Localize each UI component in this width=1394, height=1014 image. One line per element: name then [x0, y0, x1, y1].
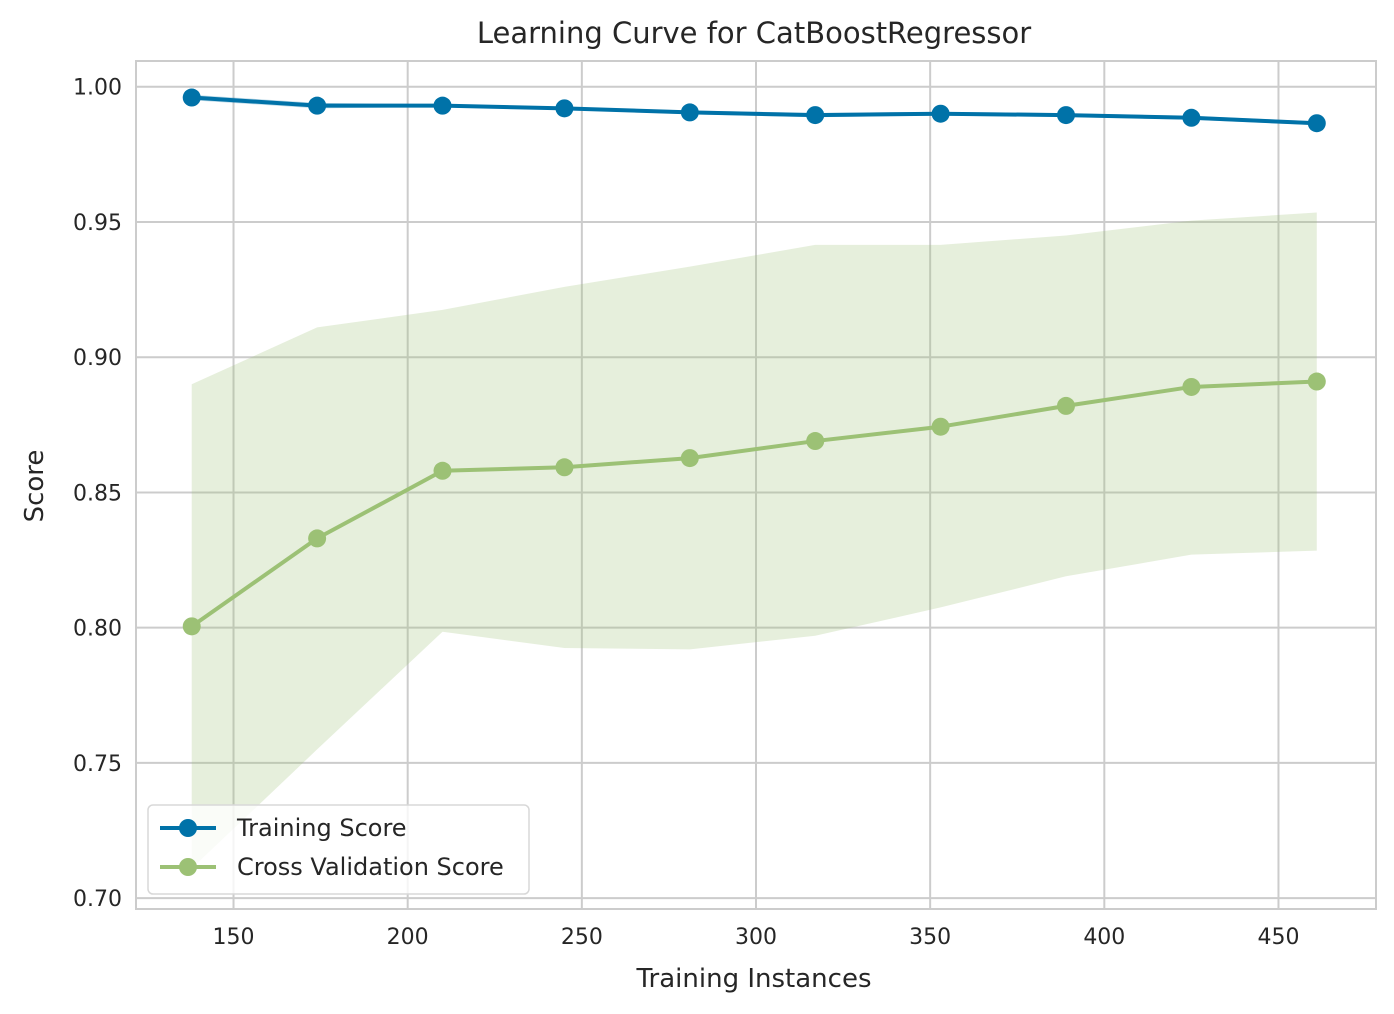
- line-series-0: [191, 95, 1317, 126]
- legend-box: [147, 804, 530, 895]
- point-series-1: [806, 432, 825, 451]
- x-tick-label: 350: [909, 925, 951, 950]
- band-series-1: [191, 212, 1317, 869]
- point-series-0: [931, 104, 950, 123]
- y-axis-label: Score: [20, 450, 50, 523]
- x-tick-label: 200: [387, 925, 429, 950]
- point-series-1: [555, 458, 574, 477]
- point-series-0: [308, 96, 327, 115]
- band-series-0: [191, 94, 1317, 126]
- legend-marker: [179, 819, 197, 837]
- point-series-1: [680, 449, 699, 468]
- y-tick-label: 0.95: [73, 211, 122, 236]
- point-series-1: [1307, 372, 1326, 391]
- y-tick-labels: 0.70 0.75 0.80 0.85 0.90 0.95 1.00: [73, 76, 122, 912]
- point-series-0: [1307, 114, 1326, 133]
- y-tick-label: 0.90: [73, 346, 122, 371]
- legend: Training Score Cross Validation Score: [147, 804, 530, 895]
- x-axis-label: Training Instances: [636, 964, 872, 994]
- point-series-0: [433, 96, 452, 115]
- point-series-0: [1057, 106, 1075, 125]
- x-tick-label: 450: [1257, 925, 1299, 950]
- point-series-1: [931, 417, 950, 436]
- point-series-1: [308, 529, 327, 548]
- point-series-1: [433, 461, 452, 480]
- confidence-bands: [191, 94, 1317, 869]
- y-tick-label: 0.80: [73, 617, 122, 642]
- point-series-0: [806, 106, 825, 125]
- point-series-1: [182, 617, 201, 636]
- series-points: [182, 88, 1326, 636]
- plot-frame: [135, 60, 1377, 910]
- y-tick-label: 0.70: [73, 887, 122, 912]
- point-series-1: [1057, 396, 1075, 415]
- point-series-0: [680, 103, 699, 122]
- y-tick-label: 1.00: [73, 76, 122, 101]
- x-tick-labels: 150 200 250 300 350 400 450: [213, 925, 1300, 950]
- point-series-0: [1182, 108, 1201, 127]
- y-tick-label: 0.85: [73, 481, 122, 506]
- point-series-1: [1182, 377, 1201, 396]
- x-tick-label: 400: [1083, 925, 1125, 950]
- line-series-1: [190, 379, 1317, 628]
- point-series-0: [182, 88, 201, 107]
- y-tick-label: 0.75: [73, 752, 122, 777]
- series-lines: [190, 95, 1317, 628]
- chart-title: Learning Curve for CatBoostRegressor: [477, 16, 1031, 50]
- legend-label: Cross Validation Score: [237, 853, 504, 881]
- x-tick-label: 300: [735, 925, 777, 950]
- grid-lines: [136, 61, 1376, 909]
- x-tick-label: 250: [561, 925, 603, 950]
- legend-marker: [179, 858, 197, 876]
- point-series-0: [555, 99, 574, 118]
- legend-label: Training Score: [236, 814, 407, 842]
- x-tick-label: 150: [213, 925, 255, 950]
